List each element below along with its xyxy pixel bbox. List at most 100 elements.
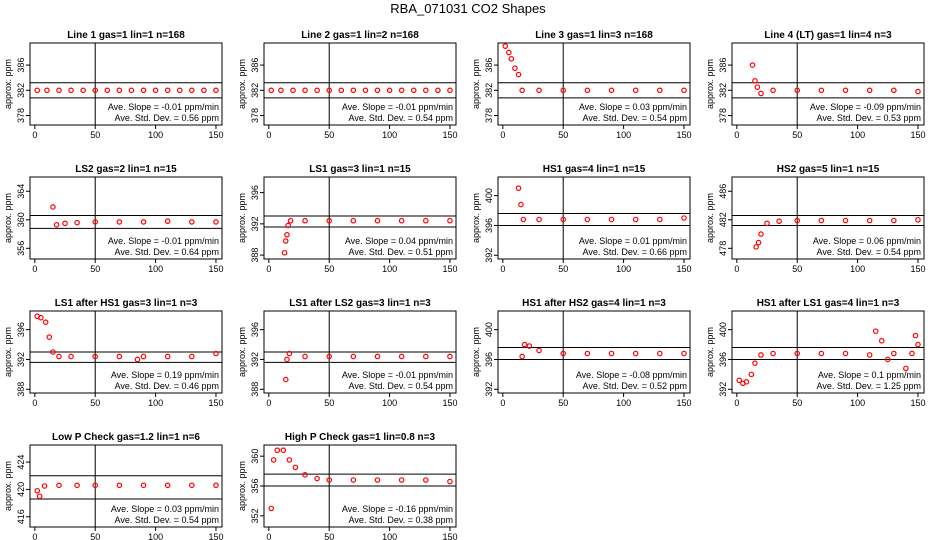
- data-point: [519, 87, 525, 94]
- x-tick-label: 50: [792, 398, 802, 408]
- data-point: [447, 478, 453, 485]
- plot-frame: [29, 444, 223, 528]
- data-point: [447, 217, 453, 224]
- chart-title: High P Check gas=1 lin=0.8 n=3: [285, 432, 436, 443]
- data-point: [302, 87, 308, 94]
- data-point: [134, 356, 141, 363]
- data-point: [753, 244, 759, 250]
- data-point: [201, 87, 207, 94]
- y-axis-label: approx. ppm: [3, 59, 13, 109]
- data-point: [818, 87, 825, 94]
- data-point: [657, 350, 663, 357]
- y-tick-label: 482: [718, 212, 728, 227]
- data-point: [46, 334, 53, 340]
- data-points: [34, 313, 219, 363]
- stats-annotation: Ave. Slope = -0.01 ppm/min: [342, 370, 453, 380]
- x-tick-label: 50: [558, 398, 568, 408]
- data-point: [447, 87, 453, 94]
- data-point: [560, 216, 567, 223]
- data-point: [506, 49, 512, 56]
- x-tick-label: 50: [90, 130, 100, 140]
- y-tick-label: 382: [484, 83, 494, 98]
- data-point: [915, 88, 921, 95]
- data-point: [584, 87, 591, 94]
- data-point: [326, 477, 333, 483]
- data-point: [560, 87, 567, 94]
- chart-title: HS1 after HS2 gas=4 lin=1 n=3: [522, 298, 666, 309]
- data-point: [584, 216, 591, 223]
- data-point: [749, 62, 756, 68]
- data-point: [350, 477, 357, 483]
- data-point: [53, 221, 60, 228]
- y-tick-label: 396: [250, 185, 260, 200]
- x-tick-label: 150: [442, 264, 457, 274]
- data-point: [286, 350, 293, 357]
- stats-annotation: Ave. Slope = -0.16 ppm/min: [342, 504, 453, 514]
- y-tick-label: 356: [16, 241, 26, 256]
- plot-frame: [497, 42, 691, 126]
- y-tick-label: 386: [718, 58, 728, 73]
- stats-annotation: Ave. Std. Dev. = 0.54 ppm: [817, 247, 921, 257]
- data-point: [521, 341, 528, 348]
- x-tick-label: 50: [792, 130, 802, 140]
- y-tick-label: 360: [16, 212, 26, 227]
- data-point: [560, 350, 567, 357]
- data-point: [515, 185, 522, 191]
- data-point: [268, 505, 275, 512]
- stats-annotation: Ave. Std. Dev. = 0.46 ppm: [115, 381, 219, 391]
- data-point: [748, 371, 755, 378]
- data-point: [752, 78, 758, 84]
- data-point: [362, 87, 369, 94]
- data-point: [314, 475, 320, 482]
- x-tick-label: 100: [616, 398, 631, 408]
- x-tick-label: 150: [442, 398, 457, 408]
- data-point: [878, 338, 885, 344]
- data-point: [770, 350, 776, 357]
- figure-title: RBA_071031 CO2 Shapes: [390, 1, 546, 16]
- data-point: [872, 328, 879, 334]
- x-tick-label: 0: [500, 130, 505, 140]
- data-point: [842, 217, 849, 224]
- data-point: [891, 350, 897, 357]
- x-tick-label: 100: [850, 130, 865, 140]
- y-tick-label: 400: [484, 322, 494, 337]
- data-point: [912, 332, 919, 339]
- plot-frame: [497, 176, 691, 260]
- data-points: [268, 447, 453, 512]
- stats-annotation: Ave. Std. Dev. = 0.56 ppm: [115, 113, 219, 123]
- data-points: [736, 328, 921, 387]
- x-tick-label: 150: [910, 264, 925, 274]
- chart-panel: Line 3 gas=1 lin=3 n=168 approx. ppm 0 50 10…: [471, 30, 691, 140]
- chart-panel: Line 2 gas=1 lin=2 n=168 approx. ppm 0 50 10…: [237, 30, 457, 140]
- y-axis-label: approx. ppm: [237, 327, 247, 377]
- x-tick-label: 100: [382, 398, 397, 408]
- x-tick-label: 100: [850, 398, 865, 408]
- chart-title: Line 2 gas=1 lin=2 n=168: [301, 30, 419, 41]
- y-axis-label: approx. ppm: [3, 461, 13, 511]
- data-point: [282, 238, 289, 244]
- chart-title: Line 1 gas=1 lin=1 n=168: [67, 30, 185, 41]
- y-tick-label: 396: [484, 352, 494, 367]
- data-point: [164, 218, 171, 225]
- data-points: [34, 482, 219, 500]
- data-point: [42, 319, 49, 325]
- data-point: [176, 87, 183, 94]
- y-tick-label: 392: [250, 352, 260, 367]
- stats-annotation: Ave. Std. Dev. = 0.51 ppm: [349, 247, 453, 257]
- y-axis-label: approx. ppm: [705, 327, 715, 377]
- x-tick-label: 0: [734, 398, 739, 408]
- data-point: [92, 353, 99, 360]
- data-point: [536, 347, 542, 354]
- stats-annotation: Ave. Std. Dev. = 0.52 ppm: [583, 381, 687, 391]
- data-point: [915, 216, 921, 223]
- data-point: [213, 350, 219, 357]
- data-point: [62, 220, 68, 227]
- data-point: [435, 87, 441, 94]
- stats-annotation: Ave. Std. Dev. = 1.25 ppm: [817, 381, 921, 391]
- data-point: [213, 87, 219, 94]
- x-tick-label: 0: [32, 532, 37, 540]
- x-tick-label: 150: [208, 398, 223, 408]
- data-point: [818, 350, 825, 357]
- chart-title: Line 4 (LT) gas=1 lin=4 n=3: [764, 30, 892, 41]
- data-point: [189, 353, 195, 360]
